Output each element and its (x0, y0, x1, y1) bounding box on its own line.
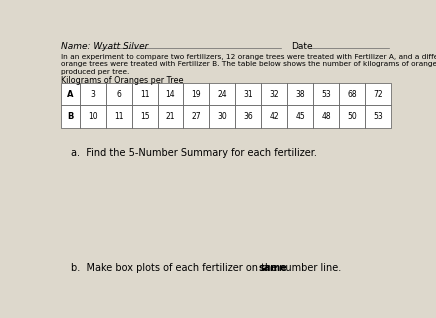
Text: 31: 31 (243, 90, 253, 99)
Bar (132, 83, 157, 106)
Bar (61, 106, 80, 128)
Text: orange trees were treated with Fertilizer B. The table below shows the number of: orange trees were treated with Fertilize… (61, 61, 436, 67)
Bar (106, 83, 132, 106)
Bar (365, 106, 391, 128)
Text: 42: 42 (269, 112, 279, 121)
Text: 6: 6 (116, 90, 121, 99)
Bar (261, 106, 287, 128)
Bar (365, 83, 391, 106)
Text: 27: 27 (191, 112, 201, 121)
Text: 48: 48 (321, 112, 331, 121)
Text: Date: Date (291, 42, 313, 51)
Bar (80, 83, 106, 106)
Bar (80, 106, 106, 128)
Text: 45: 45 (295, 112, 305, 121)
Text: same: same (259, 263, 288, 273)
Text: B: B (68, 112, 74, 121)
Text: 15: 15 (140, 112, 150, 121)
Bar (287, 106, 313, 128)
Text: 50: 50 (347, 112, 357, 121)
Bar (339, 83, 365, 106)
Text: 3: 3 (90, 90, 95, 99)
Text: A: A (67, 90, 74, 99)
Text: 38: 38 (295, 90, 305, 99)
Text: 19: 19 (191, 90, 201, 99)
Bar (157, 106, 184, 128)
Text: a.  Find the 5-Number Summary for each fertilizer.: a. Find the 5-Number Summary for each fe… (72, 148, 317, 158)
Bar (132, 106, 157, 128)
Bar (184, 83, 209, 106)
Bar (313, 106, 339, 128)
Text: Kilograms of Oranges per Tree: Kilograms of Oranges per Tree (61, 76, 184, 85)
Text: 72: 72 (373, 90, 382, 99)
Text: 21: 21 (166, 112, 175, 121)
Text: 32: 32 (269, 90, 279, 99)
Bar (261, 83, 287, 106)
Bar (209, 83, 235, 106)
Text: b.  Make box plots of each fertilizer on the: b. Make box plots of each fertilizer on … (72, 263, 281, 273)
Text: Name: Wyatt Silver: Name: Wyatt Silver (61, 42, 149, 51)
Bar (287, 83, 313, 106)
Text: 24: 24 (218, 90, 227, 99)
Text: 11: 11 (140, 90, 150, 99)
Bar (209, 106, 235, 128)
Text: produced per tree.: produced per tree. (61, 69, 129, 75)
Text: 36: 36 (243, 112, 253, 121)
Bar (106, 106, 132, 128)
Text: 14: 14 (166, 90, 175, 99)
Text: number line.: number line. (276, 263, 341, 273)
Text: 30: 30 (218, 112, 227, 121)
Bar (235, 83, 261, 106)
Text: In an experiment to compare two fertilizers, 12 orange trees were treated with F: In an experiment to compare two fertiliz… (61, 54, 436, 60)
Bar (235, 106, 261, 128)
Text: 11: 11 (114, 112, 123, 121)
Bar (184, 106, 209, 128)
Text: 68: 68 (347, 90, 357, 99)
Text: 10: 10 (88, 112, 98, 121)
Bar (157, 83, 184, 106)
Bar (313, 83, 339, 106)
Bar (61, 83, 80, 106)
Text: 53: 53 (373, 112, 383, 121)
Bar (339, 106, 365, 128)
Text: 53: 53 (321, 90, 331, 99)
